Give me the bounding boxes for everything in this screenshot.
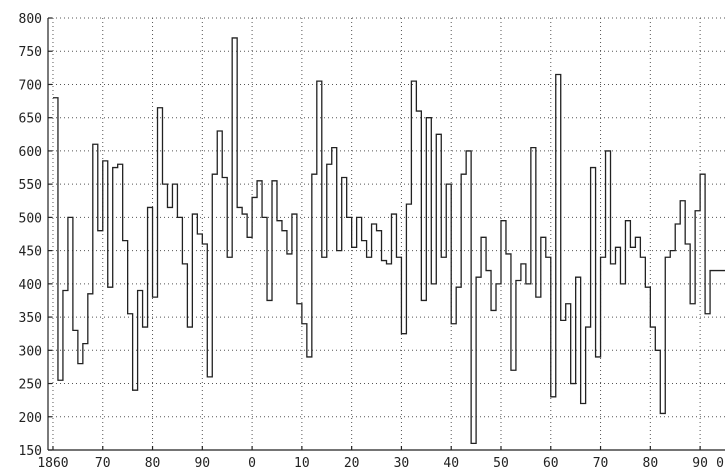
x-tick-label-1880: 80: [145, 456, 161, 471]
x-tick-label-1920: 20: [344, 456, 360, 471]
series-group: [52, 37, 725, 444]
x-tick-label-1980: 80: [643, 456, 659, 471]
x-tick-label-1910: 10: [294, 456, 310, 471]
x-tick-labels: 1860 70 80 90 0 10 20 30 40 50 60 70 80 90 0: [37, 456, 724, 471]
x-tick-label-1890: 90: [194, 456, 210, 471]
x-tick-label-1930: 30: [394, 456, 410, 471]
y-tick-label-750: 750: [19, 45, 42, 60]
y-tick-label-200: 200: [19, 411, 42, 426]
y-tick-label-350: 350: [19, 311, 42, 326]
y-tick-labels: 150 200 250 300 350 400 450 500 550 600 650 700 750 8…: [19, 12, 42, 459]
x-tick-label-1970: 70: [593, 456, 609, 471]
y-tick-label-450: 450: [19, 245, 42, 260]
x-tick-label-2000: 0: [716, 456, 724, 471]
axes: [47, 17, 725, 451]
gridlines: [48, 17, 725, 450]
x-tick-label-1950: 50: [493, 456, 509, 471]
y-tick-label-400: 400: [19, 278, 42, 293]
y-tick-label-550: 550: [19, 178, 42, 193]
x-tick-label-1900: 0: [248, 456, 256, 471]
y-tick-label-250: 250: [19, 378, 42, 393]
y-tick-label-600: 600: [19, 145, 42, 160]
y-tick-label-700: 700: [19, 78, 42, 93]
x-tick-label-1990: 90: [692, 456, 708, 471]
y-tick-label-800: 800: [19, 12, 42, 27]
y-tick-label-650: 650: [19, 112, 42, 127]
y-tick-label-150: 150: [19, 444, 42, 459]
x-tick-label-1940: 40: [443, 456, 459, 471]
x-tick-label-1860: 1860: [37, 456, 68, 471]
y-tick-label-500: 500: [19, 211, 42, 226]
series-line-0: [52, 37, 725, 444]
x-tick-label-1960: 60: [543, 456, 559, 471]
x-tick-label-1870: 70: [95, 456, 111, 471]
y-tick-label-300: 300: [19, 344, 42, 359]
